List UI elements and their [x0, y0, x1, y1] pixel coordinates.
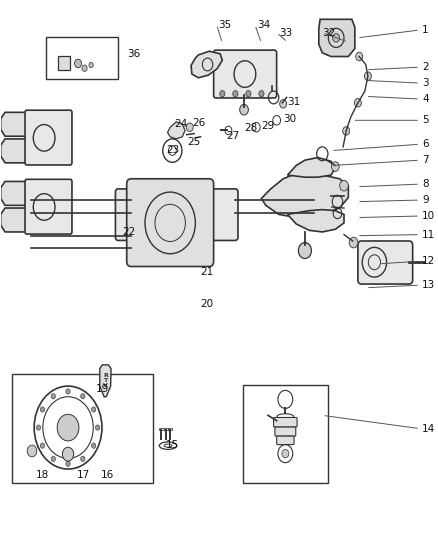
Circle shape: [239, 104, 248, 115]
Circle shape: [66, 389, 70, 394]
Text: 23: 23: [166, 144, 179, 155]
Bar: [11, 374, 152, 483]
Text: 26: 26: [191, 118, 205, 128]
Circle shape: [40, 407, 45, 412]
Circle shape: [91, 443, 95, 448]
Bar: [159, 428, 163, 430]
Bar: [46, 37, 118, 79]
Text: 35: 35: [218, 20, 231, 30]
Bar: [58, 56, 70, 70]
Text: 19: 19: [96, 384, 110, 394]
Text: 30: 30: [283, 114, 296, 124]
Text: 18: 18: [35, 470, 49, 480]
Circle shape: [232, 91, 237, 97]
Text: R
T
V: R T V: [103, 373, 108, 389]
Text: 14: 14: [421, 424, 434, 434]
Circle shape: [279, 100, 286, 108]
Circle shape: [332, 34, 339, 42]
Text: 27: 27: [226, 131, 240, 141]
Text: 8: 8: [421, 179, 428, 189]
Circle shape: [74, 59, 81, 68]
Text: 13: 13: [421, 280, 434, 290]
Polygon shape: [287, 158, 335, 177]
Circle shape: [81, 393, 85, 399]
FancyBboxPatch shape: [276, 436, 293, 445]
Polygon shape: [191, 51, 222, 78]
Polygon shape: [1, 139, 57, 163]
Text: 10: 10: [421, 211, 434, 221]
FancyBboxPatch shape: [25, 110, 72, 165]
Text: 31: 31: [287, 96, 300, 107]
Text: 2: 2: [421, 62, 428, 72]
Bar: [243, 385, 327, 483]
Text: 28: 28: [244, 123, 257, 133]
Text: 36: 36: [127, 49, 140, 59]
FancyBboxPatch shape: [127, 179, 213, 266]
Text: 22: 22: [122, 227, 135, 237]
Circle shape: [331, 162, 339, 171]
Polygon shape: [1, 112, 57, 136]
Circle shape: [342, 127, 349, 135]
Circle shape: [353, 99, 360, 107]
Bar: [168, 428, 172, 430]
FancyBboxPatch shape: [115, 189, 237, 240]
Circle shape: [348, 237, 357, 248]
FancyBboxPatch shape: [213, 50, 276, 98]
Circle shape: [57, 414, 79, 441]
FancyBboxPatch shape: [25, 179, 72, 234]
Polygon shape: [287, 209, 343, 232]
Polygon shape: [167, 122, 184, 139]
Circle shape: [62, 447, 74, 461]
Text: 29: 29: [261, 120, 274, 131]
Circle shape: [298, 243, 311, 259]
Polygon shape: [1, 181, 57, 205]
Circle shape: [364, 72, 371, 80]
Polygon shape: [261, 173, 348, 217]
Circle shape: [51, 456, 55, 462]
Text: 17: 17: [77, 470, 90, 480]
Circle shape: [355, 52, 362, 61]
Text: 32: 32: [321, 28, 335, 38]
Text: 21: 21: [200, 267, 213, 277]
Circle shape: [281, 449, 288, 458]
FancyBboxPatch shape: [357, 241, 412, 284]
Text: 3: 3: [421, 78, 428, 88]
Circle shape: [258, 91, 263, 97]
Circle shape: [89, 62, 93, 68]
Circle shape: [51, 393, 55, 399]
Circle shape: [95, 425, 99, 430]
Text: 4: 4: [421, 94, 428, 104]
Text: 20: 20: [200, 298, 213, 309]
Text: 25: 25: [187, 136, 200, 147]
Text: 15: 15: [166, 440, 179, 450]
Text: 5: 5: [421, 115, 428, 125]
Circle shape: [66, 461, 70, 466]
Polygon shape: [99, 365, 111, 397]
Text: 16: 16: [100, 470, 113, 480]
Circle shape: [27, 445, 37, 457]
Circle shape: [81, 456, 85, 462]
FancyBboxPatch shape: [273, 417, 297, 427]
Circle shape: [219, 91, 224, 97]
Circle shape: [339, 180, 348, 191]
Text: 33: 33: [278, 28, 291, 38]
Bar: [163, 428, 168, 430]
Text: 34: 34: [257, 20, 270, 30]
Text: 7: 7: [421, 155, 428, 165]
Circle shape: [91, 407, 95, 412]
Circle shape: [186, 123, 193, 132]
FancyBboxPatch shape: [274, 427, 295, 436]
Circle shape: [40, 443, 45, 448]
Text: 1: 1: [421, 25, 428, 35]
Circle shape: [82, 65, 87, 71]
Text: 24: 24: [174, 119, 187, 129]
Circle shape: [36, 425, 41, 430]
Circle shape: [245, 91, 251, 97]
Text: 11: 11: [421, 230, 434, 240]
Text: 12: 12: [421, 256, 434, 266]
Text: 9: 9: [421, 195, 428, 205]
Polygon shape: [1, 208, 57, 232]
Text: 6: 6: [421, 139, 428, 149]
Polygon shape: [318, 19, 354, 56]
